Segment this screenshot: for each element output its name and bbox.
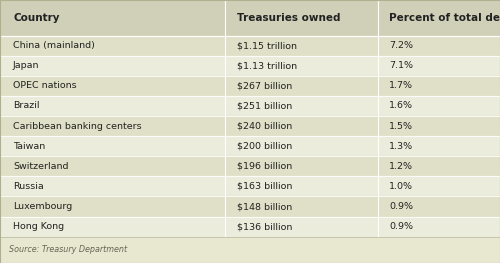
Text: 1.3%: 1.3% [389, 142, 413, 151]
Text: 1.2%: 1.2% [389, 162, 413, 171]
Text: $1.13 trillion: $1.13 trillion [236, 61, 296, 70]
Text: $240 billion: $240 billion [236, 122, 292, 130]
Text: Japan: Japan [13, 61, 40, 70]
Text: $196 billion: $196 billion [236, 162, 292, 171]
Bar [0, 36, 500, 56]
Bar [0, 116, 500, 136]
Text: Treasuries owned: Treasuries owned [236, 13, 340, 23]
Text: Caribbean banking centers: Caribbean banking centers [13, 122, 141, 130]
Bar [0, 176, 500, 196]
Text: Country: Country [13, 13, 60, 23]
Text: 0.9%: 0.9% [389, 222, 413, 231]
Text: Percent of total debt: Percent of total debt [389, 13, 500, 23]
Text: 7.2%: 7.2% [389, 41, 413, 50]
Bar [0, 76, 500, 96]
Text: 1.0%: 1.0% [389, 182, 413, 191]
Bar [0, 136, 500, 156]
Bar [0, 237, 500, 263]
Text: 0.9%: 0.9% [389, 202, 413, 211]
Text: $251 billion: $251 billion [236, 102, 292, 110]
Text: Source: Treasury Department: Source: Treasury Department [9, 245, 127, 254]
Bar [0, 56, 500, 76]
Text: OPEC nations: OPEC nations [13, 81, 76, 90]
Bar [0, 156, 500, 176]
Text: 7.1%: 7.1% [389, 61, 413, 70]
Text: $1.15 trillion: $1.15 trillion [236, 41, 296, 50]
Text: $148 billion: $148 billion [236, 202, 292, 211]
Text: Russia: Russia [13, 182, 44, 191]
Text: China (mainland): China (mainland) [13, 41, 95, 50]
Text: Brazil: Brazil [13, 102, 40, 110]
Text: Luxembourg: Luxembourg [13, 202, 72, 211]
Text: Hong Kong: Hong Kong [13, 222, 64, 231]
Text: $136 billion: $136 billion [236, 222, 292, 231]
Text: 1.6%: 1.6% [389, 102, 413, 110]
Bar [0, 0, 500, 36]
Bar [0, 196, 500, 217]
Text: 1.5%: 1.5% [389, 122, 413, 130]
Text: $163 billion: $163 billion [236, 182, 292, 191]
Text: 1.7%: 1.7% [389, 81, 413, 90]
Text: $267 billion: $267 billion [236, 81, 292, 90]
Text: $200 billion: $200 billion [236, 142, 292, 151]
Text: Switzerland: Switzerland [13, 162, 68, 171]
Bar [0, 217, 500, 237]
Bar [0, 96, 500, 116]
Text: Taiwan: Taiwan [13, 142, 45, 151]
